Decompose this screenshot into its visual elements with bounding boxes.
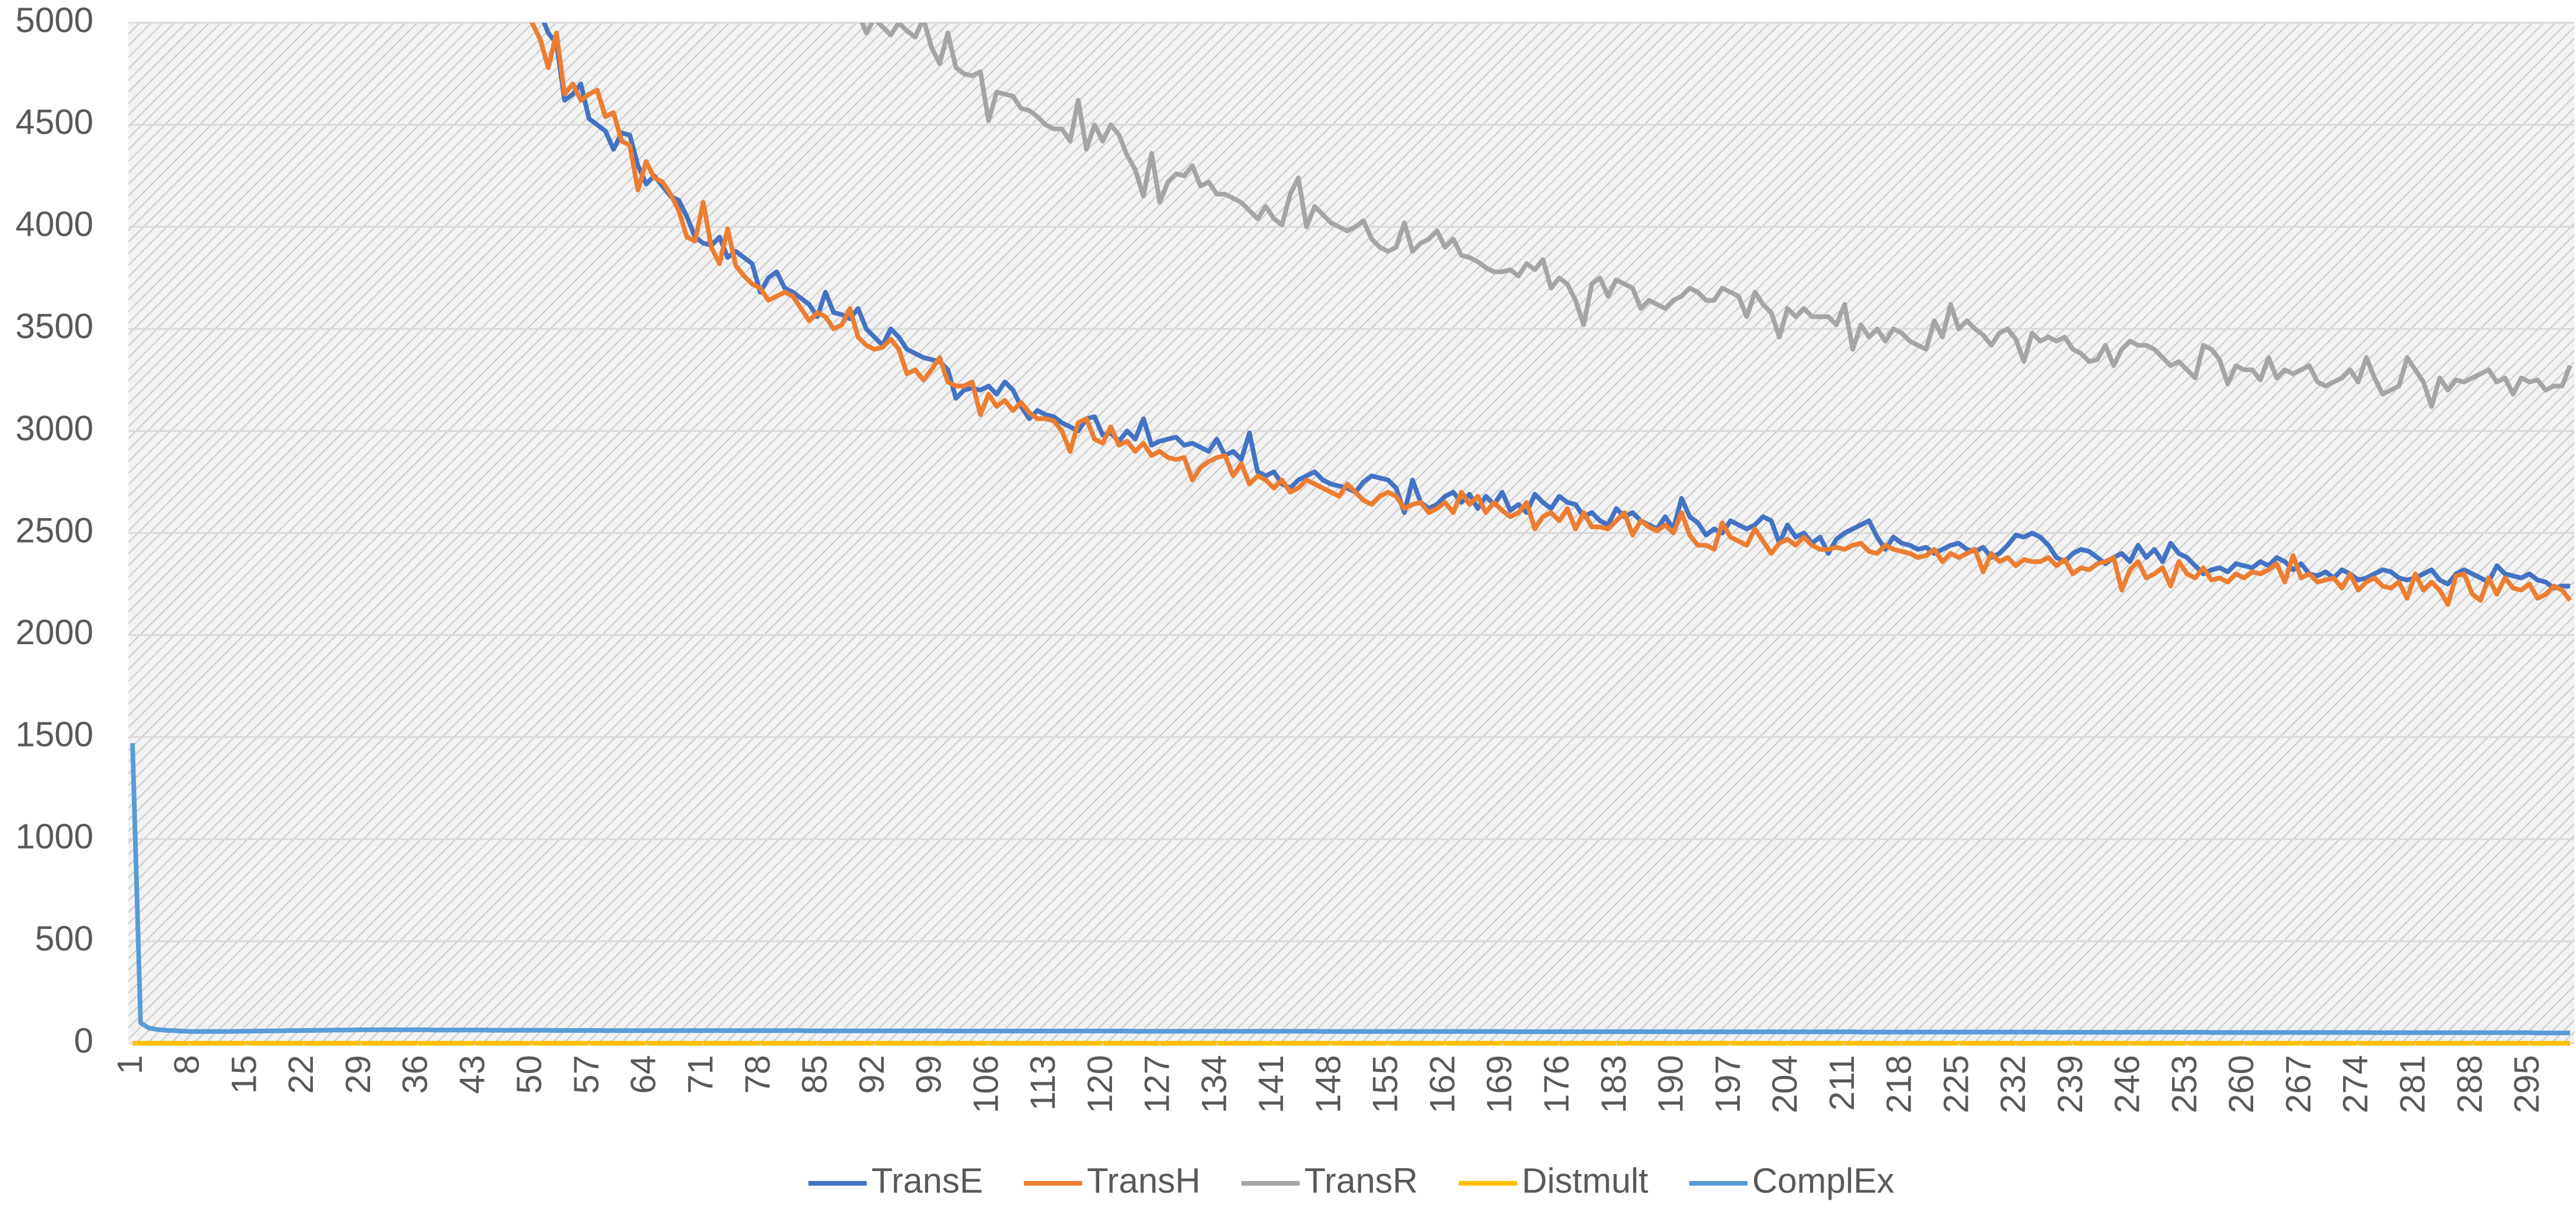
x-tick-label: 267 [2279,1055,2318,1113]
x-tick-label: 92 [852,1055,891,1094]
x-tick-label: 169 [1480,1055,1519,1113]
grid [128,22,2574,1044]
x-tick-label: 29 [339,1055,378,1094]
legend-item: TransH [1024,1161,1201,1200]
legend: TransE TransH TransR Distmult ComplEx [808,1161,1894,1200]
legend-label: TransR [1305,1161,1418,1200]
x-tick-label: 99 [909,1055,949,1094]
x-tick-label: 120 [1080,1055,1120,1113]
x-tick-label: 260 [2222,1055,2261,1113]
series-line [529,23,2572,607]
x-tick-label: 134 [1194,1055,1233,1113]
y-tick-label: 3500 [16,307,93,346]
x-tick-label: 239 [2051,1055,2090,1113]
x-tick-label: 106 [966,1055,1005,1113]
x-tick-label: 148 [1309,1055,1348,1113]
y-tick-label: 1000 [16,817,93,856]
series-lines [130,23,2572,1046]
x-tick-label: 8 [168,1055,207,1074]
x-tick-label: 176 [1537,1055,1576,1113]
x-tick-label: 127 [1138,1055,1177,1113]
series-line [859,23,2572,409]
y-tick-label: 4000 [16,205,93,244]
x-tick-label: 274 [2336,1055,2375,1113]
x-tick-label: 113 [1023,1055,1062,1111]
x-tick-label: 197 [1708,1055,1747,1113]
x-tick-label: 253 [2164,1055,2204,1113]
x-tick-label: 50 [510,1055,549,1094]
x-tick-label: 225 [1936,1055,1975,1113]
x-tick-label: 281 [2393,1055,2432,1113]
legend-label: ComplEx [1752,1161,1894,1200]
x-tick-label: 57 [567,1055,606,1094]
y-tick-label: 0 [74,1021,93,1060]
legend-item: ComplEx [1689,1161,1894,1200]
x-tick-label: 204 [1765,1055,1804,1113]
x-tick-label: 64 [624,1055,663,1094]
x-tick-label: 190 [1651,1055,1690,1113]
y-tick-label: 3000 [16,408,93,448]
x-tick-label: 232 [1993,1055,2033,1113]
legend-label: TransH [1087,1161,1200,1200]
x-tick-label: 246 [2108,1055,2147,1113]
x-tick-label: 295 [2507,1055,2546,1113]
y-tick-label: 500 [35,919,93,958]
x-tick-label: 211 [1822,1055,1862,1111]
y-tick-label: 5000 [16,1,93,40]
y-tick-label: 2500 [16,511,93,550]
y-tick-label: 4500 [16,103,93,142]
x-tick-label: 288 [2450,1055,2489,1113]
y-tick-label: 1500 [16,715,93,754]
x-tick-label: 218 [1880,1055,1919,1113]
y-tick-label: 2000 [16,613,93,652]
x-tick-label: 141 [1252,1055,1291,1113]
x-tick-label: 22 [281,1055,320,1094]
legend-label: Distmult [1522,1161,1648,1200]
x-tick-label: 15 [224,1055,263,1094]
series-line [130,743,2570,1036]
legend-item: TransE [808,1161,983,1200]
x-tick-label: 43 [452,1055,492,1094]
x-tick-label: 162 [1423,1055,1462,1113]
x-tick-label: 85 [795,1055,834,1094]
axis-labels: 0 500 1000 1500 2000 2500 3000 3500 4000 4500 5000… [16,1,2547,1113]
x-tick-label: 71 [681,1055,720,1094]
x-tick-label: 78 [738,1055,777,1094]
x-tick-label: 1 [110,1055,149,1074]
legend-label: TransE [872,1161,983,1200]
legend-item: Distmult [1459,1161,1648,1200]
x-tick-label: 155 [1366,1055,1405,1113]
x-tick-label: 183 [1594,1055,1633,1113]
legend-item: TransR [1241,1161,1418,1200]
x-tick-label: 36 [396,1055,435,1094]
